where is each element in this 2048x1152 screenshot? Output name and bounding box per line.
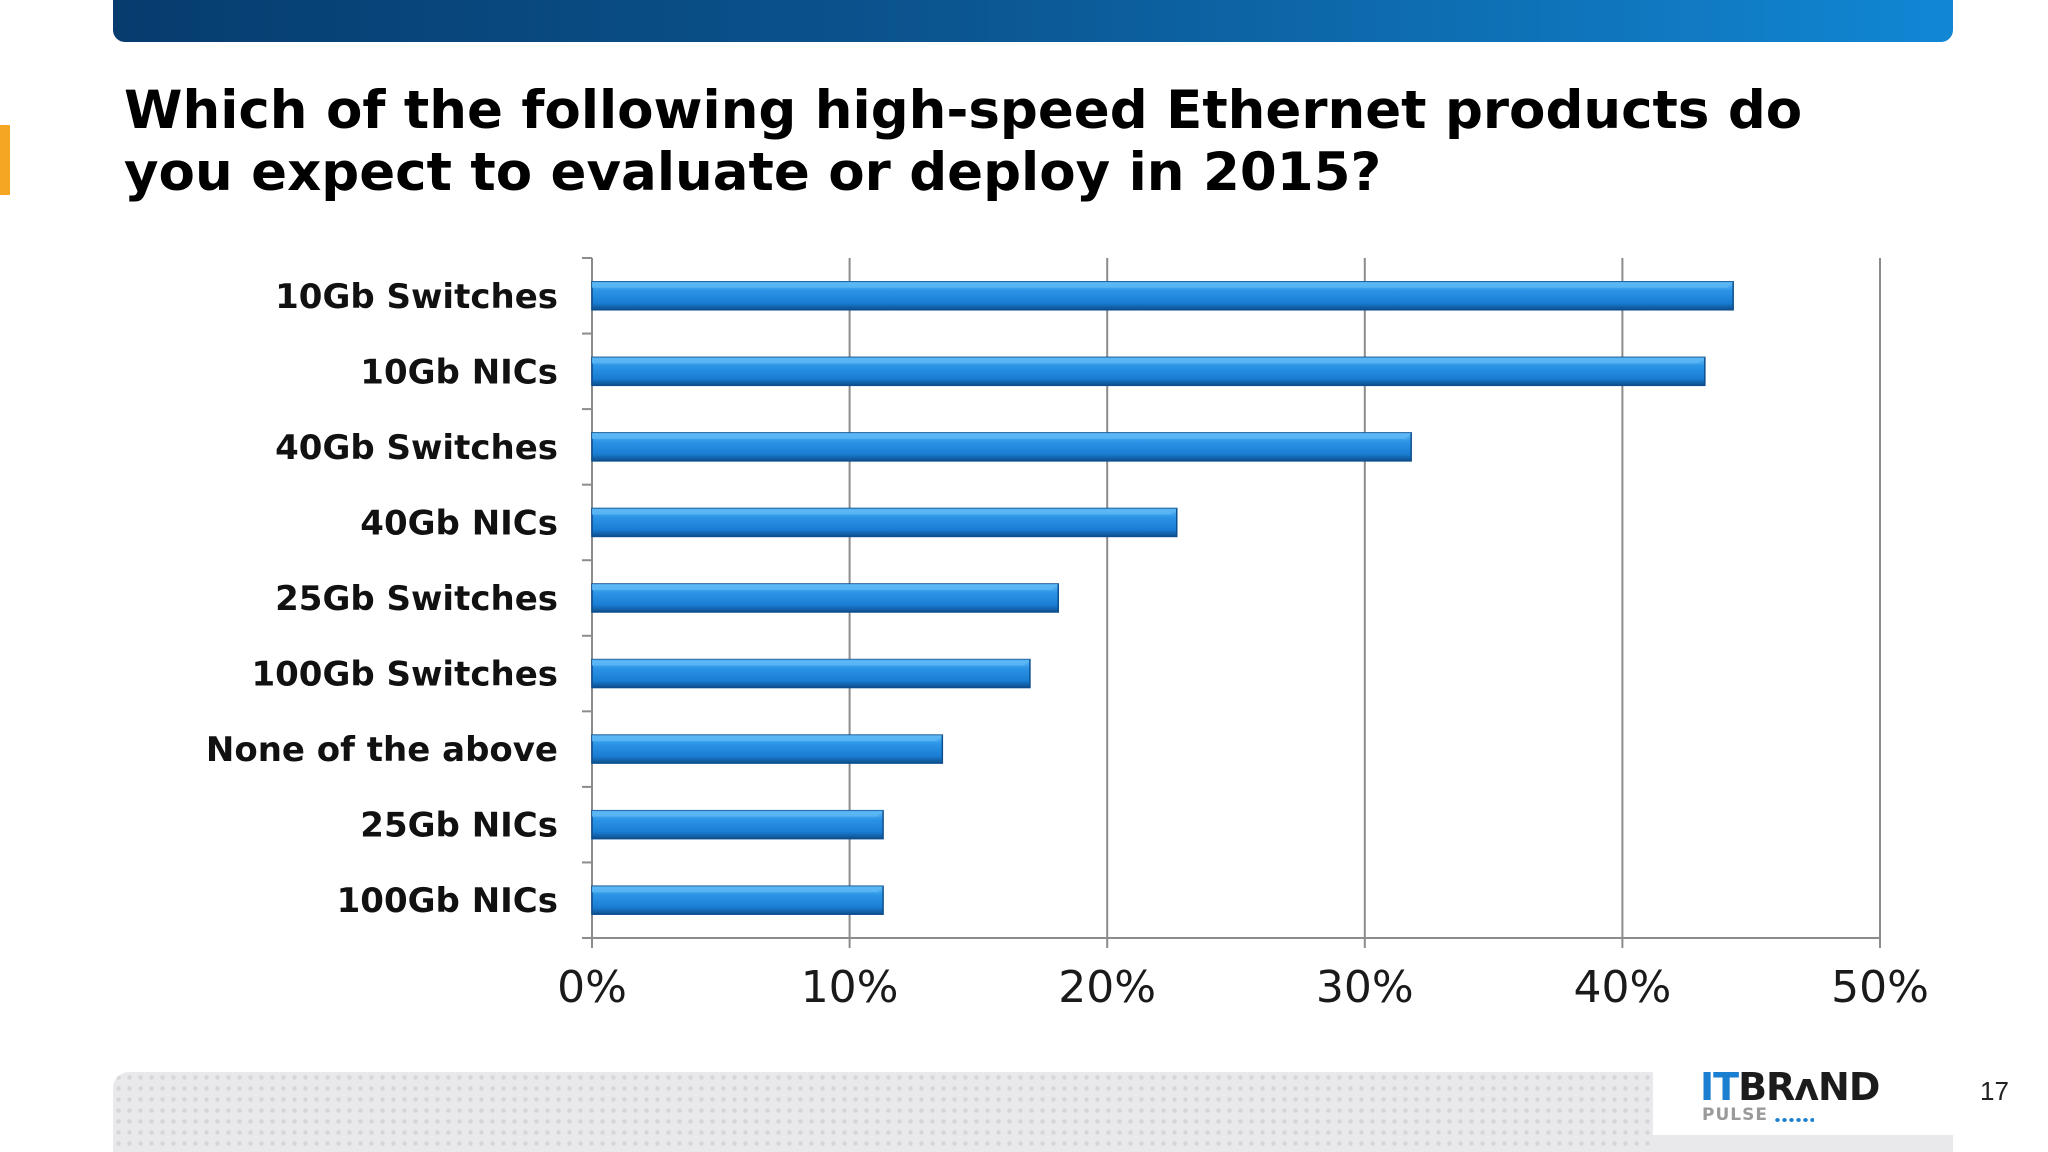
slide-title: Which of the following high-speed Ethern…	[124, 80, 1803, 203]
bar-bevel	[592, 357, 1705, 364]
category-label: 100Gb NICs	[337, 881, 558, 921]
x-tick-label: 40%	[1574, 962, 1672, 1013]
logo-wordmark: ITBRʌND	[1700, 1065, 1880, 1109]
footer-band-extension	[1653, 1135, 1953, 1152]
bar-bevel	[592, 735, 943, 742]
x-tick-label: 20%	[1058, 962, 1156, 1013]
bar-bevel	[592, 810, 884, 817]
x-tick-label: 30%	[1316, 962, 1414, 1013]
category-labels: 10Gb Switches 10Gb NICs 40Gb Switches 40Gb …	[206, 277, 558, 921]
bar-bevel	[592, 659, 1030, 666]
category-label: None of the above	[206, 730, 558, 770]
itbrand-pulse-logo: ITBRʌND PULSE	[1700, 1065, 1900, 1131]
bar-bevel	[592, 281, 1734, 288]
category-label: 25Gb Switches	[275, 579, 558, 619]
left-accent-mark	[0, 125, 10, 195]
category-label: 40Gb Switches	[275, 428, 558, 468]
category-label: 25Gb NICs	[360, 806, 558, 846]
logo-subtitle: PULSE	[1702, 1105, 1768, 1125]
header-band	[113, 0, 1953, 42]
footer-band	[113, 1072, 1653, 1152]
bar-bevel	[592, 584, 1059, 590]
category-label: 100Gb Switches	[251, 655, 558, 695]
category-label: 10Gb NICs	[360, 352, 558, 392]
x-tick-label: 50%	[1831, 962, 1929, 1013]
bars	[591, 281, 1734, 915]
page-number: 17	[1980, 1076, 2009, 1106]
category-label: 40Gb NICs	[360, 503, 558, 543]
bar-bevel	[592, 432, 1412, 439]
x-tick-labels: 0% 10% 20% 30% 40% 50%	[557, 962, 1929, 1013]
x-tick-label: 0%	[557, 962, 627, 1013]
category-label: 10Gb Switches	[275, 277, 558, 317]
logo-pulse-dots	[1774, 1117, 1814, 1123]
x-tick-label: 10%	[801, 962, 899, 1013]
bar-bevel	[592, 508, 1177, 515]
bar-bevel	[592, 886, 884, 893]
